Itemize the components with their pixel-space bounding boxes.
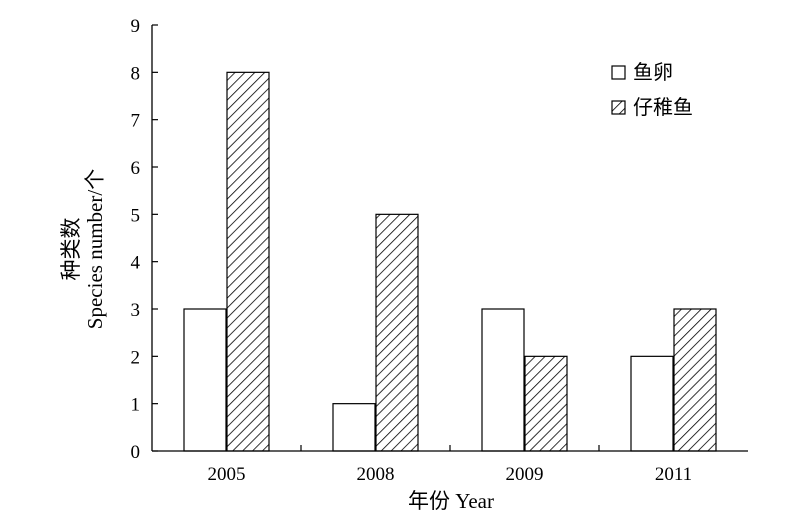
x-tick-label: 2005: [208, 464, 246, 485]
y-tick-label: 8: [131, 63, 141, 84]
y-tick-label: 3: [131, 300, 141, 321]
y-tick-label: 1: [131, 395, 141, 416]
legend-item-eggs: 鱼卵: [611, 61, 673, 84]
y-axis-title-line-1: 种类数: [59, 218, 83, 281]
x-axis-title: 年份 Year: [408, 489, 494, 513]
bar-eggs: [630, 355, 674, 452]
x-axis: 2005 2008 2009 2011: [152, 445, 748, 485]
bar-eggs: [183, 308, 227, 452]
x-tick-label: 2011: [655, 464, 692, 485]
legend-swatch-eggs: [611, 65, 626, 80]
bars-group: [183, 71, 717, 452]
y-tick-label: 0: [131, 442, 141, 463]
y-ticks: 0 1 2 3 4 5 6 7 8 9: [131, 16, 158, 463]
legend-item-larvae: 仔稚鱼: [611, 96, 693, 119]
x-tick-label: 2009: [506, 464, 544, 485]
bar-eggs: [332, 403, 376, 452]
bar-larvae: [375, 213, 419, 452]
y-axis: 0 1 2 3 4 5 6 7 8 9: [131, 16, 158, 463]
y-tick-label: 2: [131, 347, 141, 368]
legend: 鱼卵 仔稚鱼: [611, 61, 693, 119]
legend-swatch-larvae: [611, 100, 626, 115]
y-axis-title: 种类数 Species number/个: [59, 169, 107, 329]
legend-label-eggs: 鱼卵: [633, 61, 673, 84]
y-tick-label: 6: [131, 158, 141, 179]
legend-label-larvae: 仔稚鱼: [633, 96, 693, 119]
y-tick-label: 5: [131, 205, 141, 226]
x-ticks: 2005 2008 2009 2011: [208, 445, 692, 485]
bar-larvae: [524, 355, 568, 452]
y-tick-label: 7: [131, 111, 141, 132]
x-tick-label: 2008: [357, 464, 395, 485]
bar-larvae: [673, 308, 717, 452]
y-tick-label: 9: [131, 16, 141, 37]
y-tick-label: 4: [131, 253, 141, 274]
bar-eggs: [481, 308, 525, 452]
y-axis-title-line-2: Species number/个: [83, 169, 107, 329]
bar-larvae: [226, 71, 270, 452]
